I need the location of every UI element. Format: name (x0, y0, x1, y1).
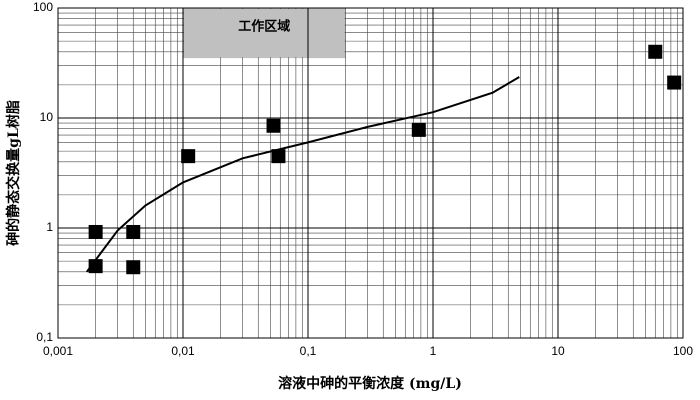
x-tick-label: 0,01 (171, 344, 195, 358)
y-tick-label: 100 (33, 0, 53, 14)
data-point (271, 149, 286, 164)
working-region-label: 工作区域 (238, 19, 290, 35)
data-point (181, 149, 196, 164)
data-point (648, 44, 663, 59)
data-point (126, 260, 141, 275)
y-tick-label: 10 (40, 110, 54, 124)
x-tick-label: 100 (673, 344, 693, 358)
x-tick-label: 10 (551, 344, 565, 358)
data-point (667, 75, 682, 90)
data-point (88, 259, 103, 274)
data-point (126, 224, 141, 239)
fit-curve (85, 76, 520, 273)
x-tick-label: 1 (430, 344, 437, 358)
data-point (88, 224, 103, 239)
x-tick-label: 0,001 (43, 344, 73, 358)
y-tick-label: 0,1 (36, 330, 53, 344)
y-axis-label: 砷的静态交换量gL树脂 (5, 100, 22, 246)
working-region-fill (184, 9, 345, 58)
y-tick-label: 1 (46, 220, 53, 234)
x-axis-label: 溶液中砷的平衡浓度 (mg/L) (278, 375, 462, 392)
data-point (411, 122, 426, 137)
plot-border (57, 7, 684, 339)
data-point (266, 118, 281, 133)
x-tick-label: 0,1 (300, 344, 317, 358)
